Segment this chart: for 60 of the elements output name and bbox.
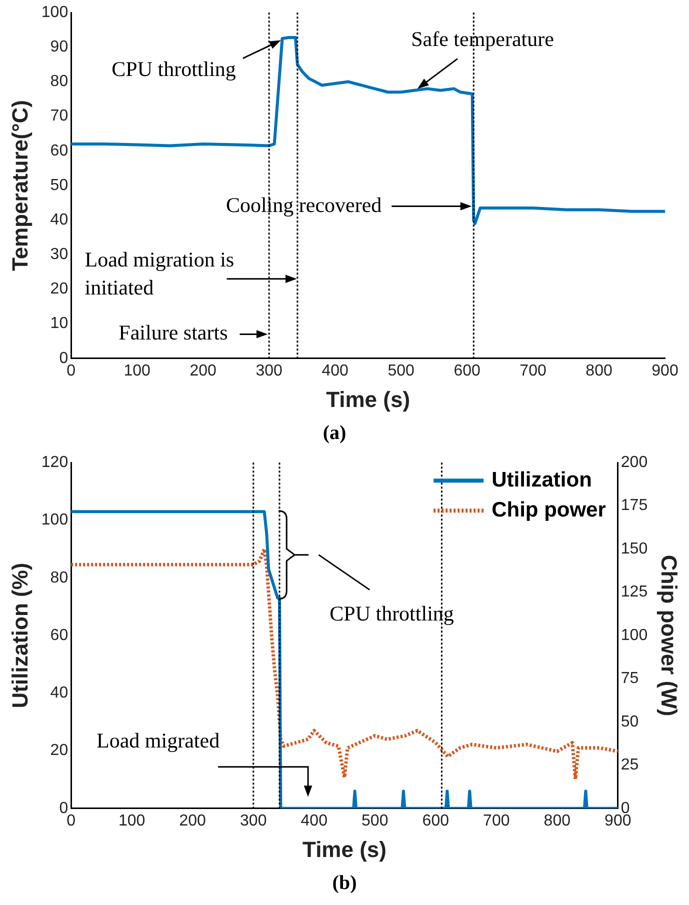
y2-tick-label: 200 bbox=[620, 454, 648, 472]
annotation: Load migration is initiated bbox=[84, 247, 234, 300]
y-tick-label: 10 bbox=[50, 315, 68, 332]
annotation: Safe temperature bbox=[411, 27, 554, 52]
y-tick-label: 60 bbox=[50, 626, 68, 644]
y-tick-label: 50 bbox=[50, 176, 68, 194]
line-series bbox=[71, 547, 618, 781]
x-tick-label: 700 bbox=[520, 362, 546, 380]
y-tick-label: 0 bbox=[59, 800, 68, 817]
y2-tick-label: 175 bbox=[620, 497, 648, 514]
x-tick-label: 600 bbox=[454, 362, 480, 380]
y2-tick-label: 50 bbox=[620, 713, 639, 730]
y-tick-label: 30 bbox=[50, 246, 68, 264]
y-tick-label: 100 bbox=[41, 512, 68, 529]
text: (b) bbox=[332, 872, 357, 894]
y2-tick-label: 150 bbox=[620, 540, 648, 558]
x-axis-title: Time (s) bbox=[326, 386, 410, 412]
y2-tick-label: 100 bbox=[620, 626, 648, 644]
y-tick-label: 80 bbox=[50, 73, 68, 90]
x-tick-label: 300 bbox=[240, 812, 267, 830]
y-tick-label: 120 bbox=[41, 454, 68, 472]
x-tick-label: 500 bbox=[362, 812, 388, 830]
x-tick-label: 500 bbox=[388, 362, 414, 380]
y-tick-label: 20 bbox=[50, 742, 68, 760]
y-tick-label: 0 bbox=[59, 350, 68, 367]
x-tick-label: 400 bbox=[300, 812, 328, 830]
y-axis-title: Temperature(°C) bbox=[7, 100, 32, 271]
y-tick-label: 40 bbox=[50, 211, 68, 228]
x-tick-label: 200 bbox=[179, 812, 206, 830]
annotation: Cooling recovered bbox=[226, 192, 382, 217]
y-tick-label: 70 bbox=[50, 108, 68, 125]
annotation: CPU throttling bbox=[330, 601, 454, 626]
y-tick-label: 40 bbox=[50, 684, 68, 702]
annotation: Load migrated bbox=[96, 728, 220, 752]
x-tick-label: 800 bbox=[586, 362, 612, 380]
y-tick-label: 100 bbox=[41, 4, 68, 22]
x-tick-label: 100 bbox=[118, 812, 146, 830]
y-tick-label: 60 bbox=[50, 142, 68, 160]
text: (a) bbox=[322, 422, 346, 444]
x-tick-label: 300 bbox=[256, 362, 283, 380]
legend-label: Chip power bbox=[492, 498, 606, 522]
x-tick-label: 800 bbox=[544, 812, 571, 830]
y-tick-label: 20 bbox=[50, 280, 68, 298]
x-tick-label: 700 bbox=[483, 812, 510, 830]
x-tick-label: 100 bbox=[124, 362, 151, 380]
y2-tick-label: 25 bbox=[620, 756, 639, 774]
x-tick-label: 200 bbox=[190, 362, 217, 380]
y-axis-title: Utilization (%) bbox=[7, 562, 32, 708]
y2-axis-title: Chip power (W) bbox=[656, 554, 682, 716]
x-tick-label: 900 bbox=[652, 362, 678, 380]
y-tick-label: 80 bbox=[50, 569, 68, 586]
y2-tick-label: 125 bbox=[620, 584, 648, 601]
annotation: Failure starts bbox=[118, 320, 228, 345]
y-tick-label: 90 bbox=[50, 38, 68, 56]
x-tick-label: 400 bbox=[322, 362, 348, 380]
x-tick-label: 600 bbox=[422, 812, 450, 830]
x-axis-title: Time (s) bbox=[302, 836, 386, 862]
y2-tick-label: 75 bbox=[620, 670, 639, 688]
legend-label: Utilization bbox=[492, 468, 592, 492]
annotation: CPU throttling bbox=[112, 56, 236, 81]
